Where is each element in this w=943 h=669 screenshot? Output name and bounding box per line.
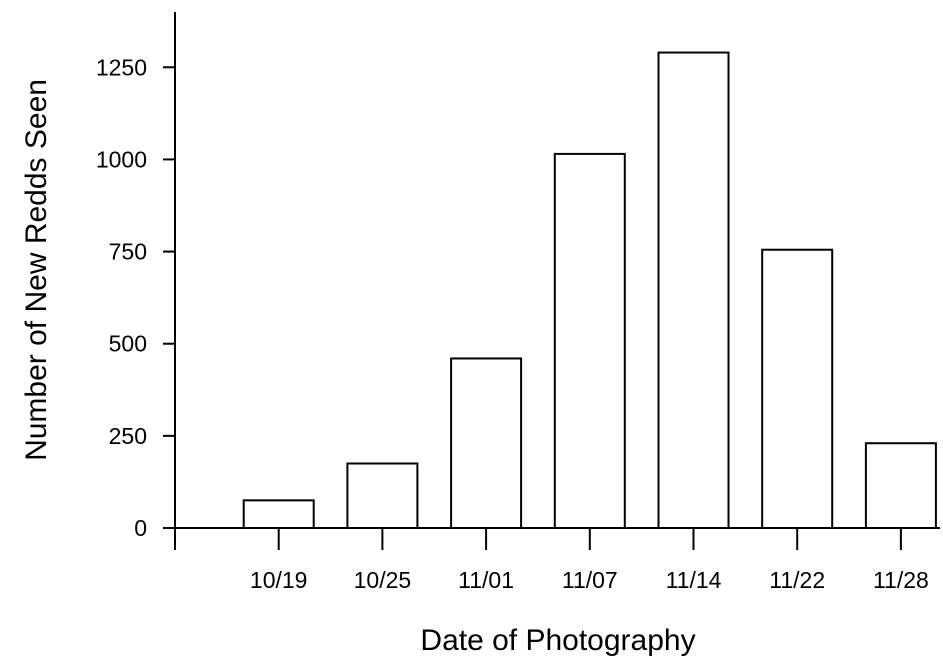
y-axis-label: Number of New Redds Seen xyxy=(20,79,53,461)
bar xyxy=(864,442,937,530)
x-tick-label: 11/01 xyxy=(458,567,514,593)
bar xyxy=(761,248,834,529)
y-tick-label: 0 xyxy=(134,515,147,541)
x-tick-label: 10/25 xyxy=(354,567,412,593)
x-tick-label: 11/14 xyxy=(666,567,722,593)
x-tick-label: 11/07 xyxy=(562,567,618,593)
y-tick-label: 1000 xyxy=(96,146,147,172)
x-tick-label: 11/22 xyxy=(769,567,825,593)
bar xyxy=(657,51,730,530)
y-tick-label: 750 xyxy=(109,239,147,265)
y-tick-label: 250 xyxy=(109,423,147,449)
bar xyxy=(242,499,315,530)
x-tick-label: 11/28 xyxy=(873,567,929,593)
bar xyxy=(450,357,523,530)
bar xyxy=(346,462,419,529)
x-tick-label: 10/19 xyxy=(250,567,308,593)
y-tick-label: 500 xyxy=(109,331,147,357)
bar xyxy=(553,152,626,529)
y-tick-label: 1250 xyxy=(96,54,147,80)
x-axis-label: Date of Photography xyxy=(420,624,695,657)
